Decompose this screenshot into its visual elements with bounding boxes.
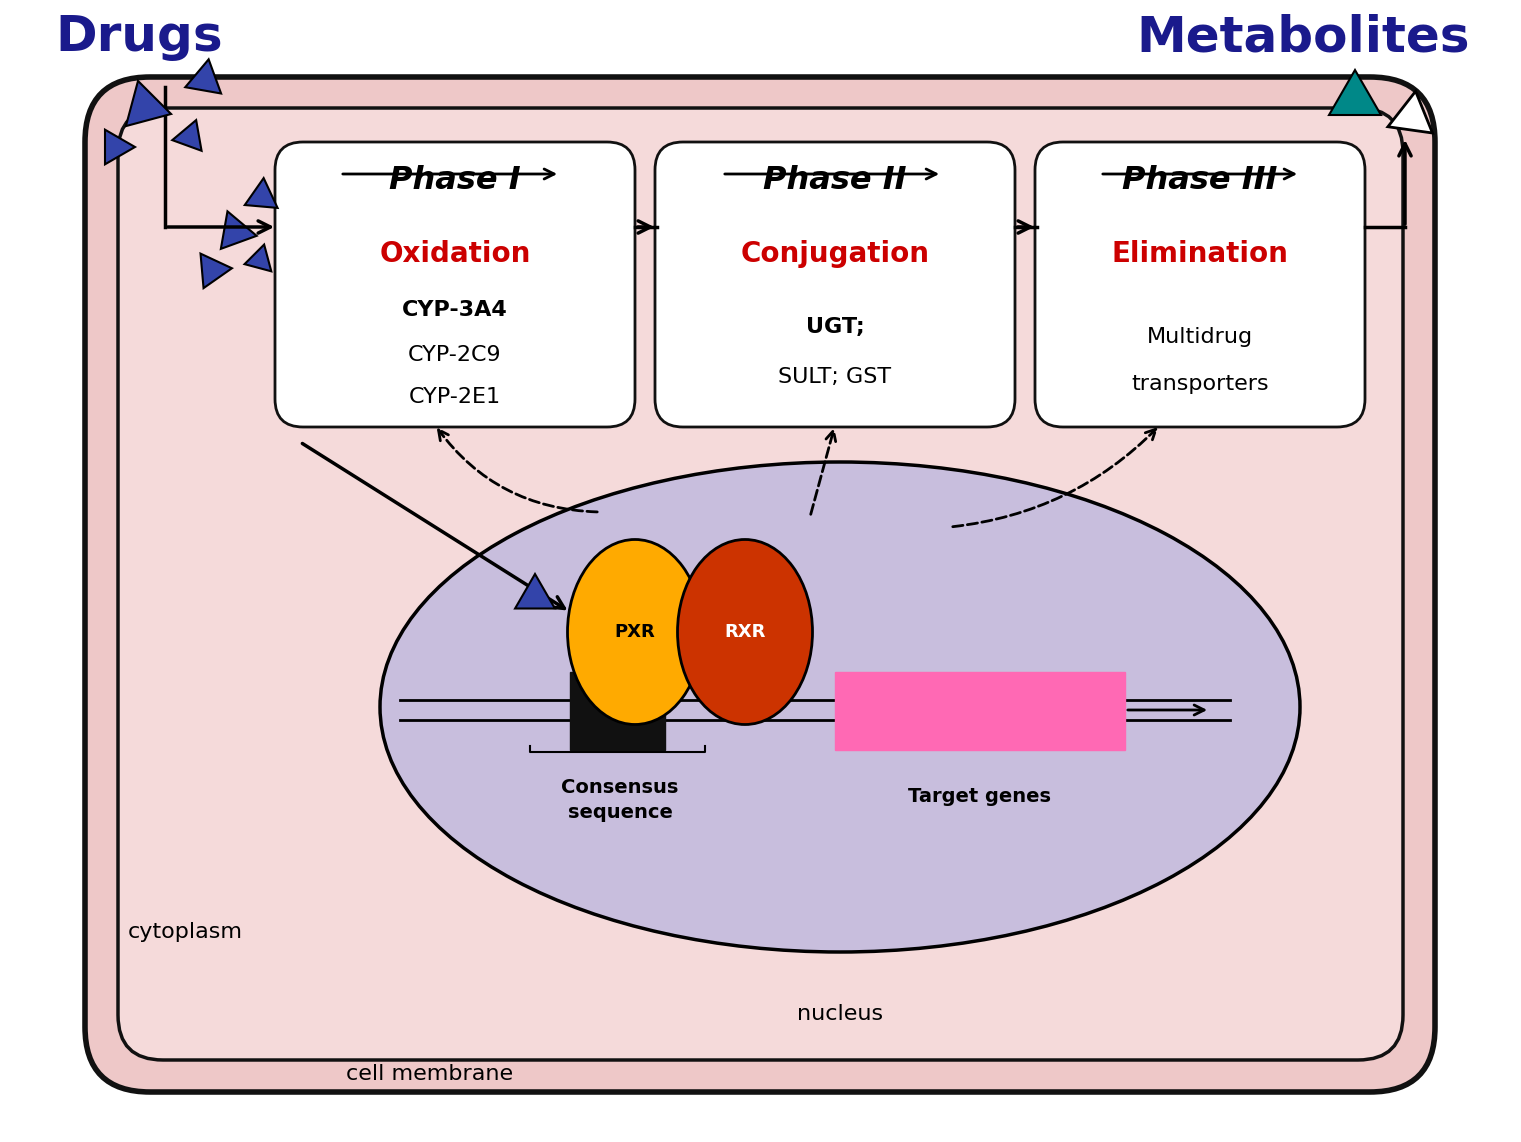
Text: Metabolites: Metabolites	[1136, 13, 1469, 61]
Polygon shape	[1329, 70, 1381, 115]
Text: CYP-2E1: CYP-2E1	[409, 387, 500, 407]
Text: Drugs: Drugs	[55, 13, 222, 61]
FancyBboxPatch shape	[119, 108, 1402, 1060]
Text: transporters: transporters	[1132, 373, 1269, 394]
Polygon shape	[201, 254, 231, 288]
Text: CYP-2C9: CYP-2C9	[408, 345, 502, 365]
Text: Phase II: Phase II	[764, 164, 907, 195]
Text: cell membrane: cell membrane	[347, 1064, 514, 1084]
Text: Elimination: Elimination	[1112, 240, 1288, 268]
Polygon shape	[172, 120, 202, 151]
Text: Oxidation: Oxidation	[379, 240, 531, 268]
Polygon shape	[245, 178, 277, 208]
Polygon shape	[516, 574, 555, 609]
Text: Multidrug: Multidrug	[1147, 327, 1253, 347]
Polygon shape	[126, 81, 170, 126]
Polygon shape	[245, 244, 271, 272]
FancyBboxPatch shape	[1034, 142, 1364, 427]
Polygon shape	[1387, 91, 1433, 132]
Text: Phase III: Phase III	[1122, 164, 1278, 195]
Polygon shape	[105, 130, 135, 164]
Ellipse shape	[567, 539, 703, 724]
Ellipse shape	[677, 539, 812, 724]
FancyBboxPatch shape	[656, 142, 1015, 427]
Text: SULT; GST: SULT; GST	[779, 367, 891, 387]
Bar	[570, 671, 665, 750]
Text: Consensus
sequence: Consensus sequence	[561, 778, 678, 822]
Text: UGT;: UGT;	[806, 317, 864, 337]
Text: cytoplasm: cytoplasm	[128, 922, 242, 942]
Polygon shape	[221, 211, 257, 249]
Bar	[835, 671, 1126, 750]
Polygon shape	[186, 59, 221, 94]
FancyBboxPatch shape	[85, 77, 1434, 1092]
Text: CYP-3A4: CYP-3A4	[402, 300, 508, 320]
Text: Target genes: Target genes	[908, 788, 1051, 806]
Text: Conjugation: Conjugation	[741, 240, 929, 268]
Text: Phase I: Phase I	[389, 164, 520, 195]
Text: nucleus: nucleus	[797, 1004, 884, 1024]
Text: RXR: RXR	[724, 624, 765, 641]
Text: PXR: PXR	[614, 624, 656, 641]
FancyBboxPatch shape	[275, 142, 634, 427]
Ellipse shape	[380, 463, 1300, 952]
